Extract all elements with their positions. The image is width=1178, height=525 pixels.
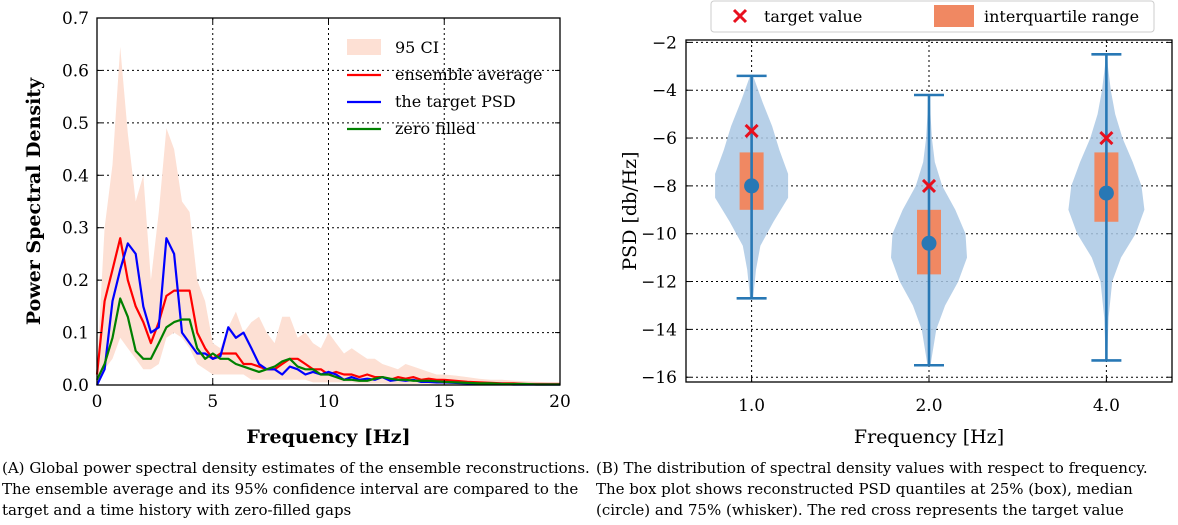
legend-label-series: the target PSD	[395, 92, 516, 111]
confidence-band	[97, 46, 560, 386]
target-marker	[1099, 130, 1114, 146]
x-tick-label: 20	[549, 392, 571, 412]
x-tick-label: 2.0	[915, 396, 942, 416]
y-tick-label: −12	[641, 273, 677, 293]
caption-a: (A) Global power spectral density estima…	[2, 458, 590, 521]
y-tick-label: 0.2	[62, 271, 89, 291]
x-tick-label: 0	[92, 392, 103, 412]
caption-b-tag: (B)	[596, 459, 619, 477]
y-tick-label: −10	[641, 225, 677, 245]
legend-label-iqr: interquartile range	[984, 7, 1139, 26]
x-tick-label: 5	[207, 392, 218, 412]
caption-b: (B) The distribution of spectral density…	[596, 458, 1176, 521]
caption-a-text: Global power spectral density estimates …	[2, 459, 590, 519]
y-tick-label: 0.3	[62, 219, 89, 239]
y-tick-label: −14	[641, 320, 677, 340]
legend-box	[710, 0, 1155, 33]
legend-swatch-band	[347, 39, 381, 55]
legend-swatch-target	[732, 8, 748, 24]
y-tick-label: −16	[641, 368, 677, 388]
y-tick-label: −6	[652, 129, 677, 149]
x-tick-label: 10	[318, 392, 340, 412]
median-marker	[1098, 185, 1114, 201]
x-axis-label: Frequency [Hz]	[246, 426, 410, 448]
x-axis-label: Frequency [Hz]	[854, 426, 1004, 448]
target-marker	[921, 178, 937, 193]
legend-label-band: 95 CI	[395, 38, 439, 57]
series-line	[96, 297, 560, 386]
y-tick-label: 0.7	[62, 9, 89, 29]
legend-label-series: ensemble average	[395, 65, 542, 84]
legend-swatch-iqr	[934, 5, 974, 27]
y-tick-label: 0.0	[62, 376, 89, 396]
median-marker	[921, 235, 937, 251]
y-tick-label: −4	[652, 81, 677, 101]
target-marker	[744, 123, 759, 138]
y-tick-label: 0.4	[62, 166, 89, 186]
series-line	[95, 237, 560, 386]
caption-b-text: The distribution of spectral density val…	[596, 459, 1148, 519]
y-tick-label: 0.6	[62, 61, 89, 81]
y-tick-label: −2	[652, 33, 677, 53]
x-tick-label: 1.0	[738, 396, 765, 416]
psd-violin-chart: −2 −4 −6 −8 −10 −12 −14 −16 1.0 2.0 4.0 Frequency […	[619, 0, 1173, 448]
median-marker	[744, 178, 760, 194]
psd-line-chart: 0 5 10 15 20 0.0 0.1 0.2 0.3 0.4 0.5 0.6 0.7 Frequenc…	[23, 9, 571, 448]
y-tick-label: 0.5	[62, 114, 89, 134]
y-tick-label: −8	[652, 177, 677, 197]
y-axis-label: Power Spectral Density	[23, 77, 45, 325]
legend-label-target: target value	[764, 7, 862, 26]
legend-label-series: zero filled	[395, 119, 476, 138]
y-tick-label: 0.1	[62, 324, 89, 344]
caption-a-tag: (A)	[2, 459, 25, 477]
y-axis-label: PSD [db/Hz]	[619, 151, 641, 270]
x-tick-label: 15	[433, 392, 455, 412]
x-tick-label: 4.0	[1093, 396, 1120, 416]
